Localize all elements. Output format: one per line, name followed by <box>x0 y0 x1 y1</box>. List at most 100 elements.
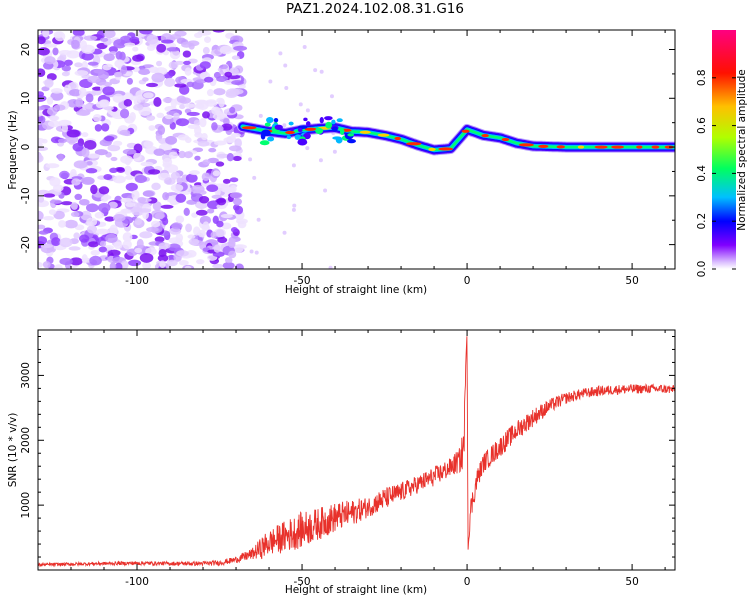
spectrogram-noise-blob <box>52 47 59 56</box>
snr-x-tick-label: -50 <box>293 576 310 588</box>
spectrogram-noise-blob <box>38 146 49 151</box>
spectrogram-noise-blob <box>188 42 195 50</box>
spectrogram-noise-blob <box>194 99 209 105</box>
spectrogram-noise-blob <box>204 36 212 43</box>
spectrogram-noise-blob <box>129 36 140 43</box>
spectrogram-noise-blob <box>84 103 93 110</box>
spectrogram-track-blob <box>260 132 266 140</box>
spectrogram-noise-blob <box>70 202 78 210</box>
spectrogram-noise-blob <box>170 98 177 109</box>
spectrogram-noise-blob <box>57 138 67 144</box>
spectrogram-frame <box>37 29 676 270</box>
spectrogram-track-blob <box>267 136 275 142</box>
spectrogram-noise-blob <box>159 260 166 268</box>
spectrogram-noise-blob <box>156 43 167 53</box>
spectrogram-noise-blob <box>231 80 244 86</box>
spectrogram-noise-blob <box>112 213 126 222</box>
spectrogram-noise-blob <box>208 147 217 153</box>
spectrogram-noise-blob <box>38 142 44 147</box>
spectrogram-noise-blob <box>79 40 88 51</box>
spectrogram-noise-blob <box>229 192 243 199</box>
spectrogram-noise-blobs <box>38 30 337 269</box>
spectrogram-noise-blob <box>178 260 189 266</box>
spectrogram-track-blob <box>336 118 343 123</box>
spectrogram-noise-blob <box>170 171 180 180</box>
spectrogram-noise-blob <box>183 151 193 159</box>
spectrogram-noise-blob <box>152 201 162 211</box>
spectrogram-noise-blob <box>319 69 324 74</box>
colorbar-gradient <box>712 30 736 269</box>
spectrogram-noise-blob <box>188 238 200 246</box>
spectrogram-noise-blob <box>132 54 144 62</box>
spectrogram-noise-blob <box>123 165 132 176</box>
spectrogram-noise-blob <box>95 228 110 235</box>
spectrogram-noise-blob <box>232 244 244 253</box>
spectrogram-noise-blob <box>125 182 138 192</box>
spectrogram-track-peak <box>377 133 390 137</box>
spectrogram-noise-blob <box>61 71 70 77</box>
spectrogram-noise-blob <box>182 50 192 58</box>
spectrogram-noise-blob <box>169 200 178 206</box>
spectrogram-noise-blob <box>184 67 192 76</box>
spectrogram-noise-blob <box>169 33 182 40</box>
spectrogram-noise-blob <box>212 170 221 177</box>
snr-y-tick-label: 1000 <box>20 492 32 519</box>
spectrogram-noise-blob <box>161 39 174 44</box>
spectrogram-noise-blob <box>120 155 133 164</box>
spectrogram-noise-blob <box>292 203 297 208</box>
spectrogram-noise-blob <box>109 167 118 174</box>
spectrogram-noise-blob <box>85 168 98 174</box>
spectrogram-noise-blob <box>94 149 108 156</box>
spectrogram-noise-blob <box>206 89 214 97</box>
spectrogram-noise-blob <box>146 227 159 233</box>
spectrogram-noise-blob <box>112 175 126 184</box>
spectrogram-noise-blob <box>282 123 287 128</box>
spectrogram-track-blob <box>266 116 274 124</box>
spectrogram-noise-blob <box>210 49 223 56</box>
spectrogram-noise-blob <box>42 215 55 221</box>
spectrogram-noise-blob <box>108 46 119 53</box>
spectrogram-noise-blob <box>85 93 94 103</box>
spectrogram-noise-blob <box>194 103 205 109</box>
spectrogram-noise-blob <box>86 161 93 166</box>
spectrogram-noise-blob <box>59 237 73 248</box>
spectrogram-noise-blob <box>78 234 90 243</box>
spectrogram-noise-blob <box>162 192 170 201</box>
spectrogram-noise-blob <box>83 139 97 150</box>
spectrogram-noise-blob <box>233 45 248 51</box>
spectrogram-noise-blob <box>204 76 214 83</box>
spectrogram-noise-blob <box>258 113 263 118</box>
spectrogram-noise-blob <box>168 151 179 159</box>
spectrogram-noise-blob <box>99 99 110 108</box>
spectrogram-noise-blob <box>231 132 241 138</box>
spectrogram-noise-blob <box>63 84 72 94</box>
spectrogram-noise-blob <box>130 95 139 101</box>
spectrogram-noise-blob <box>94 211 105 219</box>
spectrogram-noise-blob <box>201 132 208 141</box>
spectrogram-noise-blob <box>70 169 77 177</box>
spectrogram-x-tick-label: 50 <box>625 275 638 287</box>
spectrogram-noise-blob <box>213 88 226 96</box>
spectrogram-noise-blob <box>129 111 136 122</box>
colorbar-tick-label: 0.6 <box>696 117 708 134</box>
spectrogram-noise-blob <box>140 161 154 167</box>
spectrogram-noise-blob <box>105 233 118 243</box>
spectrogram-noise-blob <box>168 61 179 69</box>
spectrogram-noise-blob <box>216 197 227 206</box>
spectrogram-noise-blob <box>220 213 233 219</box>
spectrogram-noise-blob <box>302 44 307 49</box>
colorbar-tick-label: 0.4 <box>696 165 708 182</box>
spectrogram-noise-blob <box>38 137 45 144</box>
colorbar: 0.0 0.2 0.4 0.6 0.8 Normalized spectral ampl… <box>696 30 748 277</box>
spectrogram-noise-blob <box>119 129 131 136</box>
spectrogram-noise-blob <box>52 184 64 192</box>
spectrogram-noise-blob <box>44 56 56 65</box>
spectrogram-noise-blob <box>224 71 233 78</box>
spectrogram-noise-blob <box>185 173 198 183</box>
spectrogram-noise-blob <box>124 175 134 180</box>
spectrogram-noise-blob <box>282 230 287 235</box>
spectrogram-noise-blob <box>224 257 233 264</box>
spectrogram-noise-blob <box>64 219 78 229</box>
spectrogram-noise-blob <box>58 119 72 127</box>
